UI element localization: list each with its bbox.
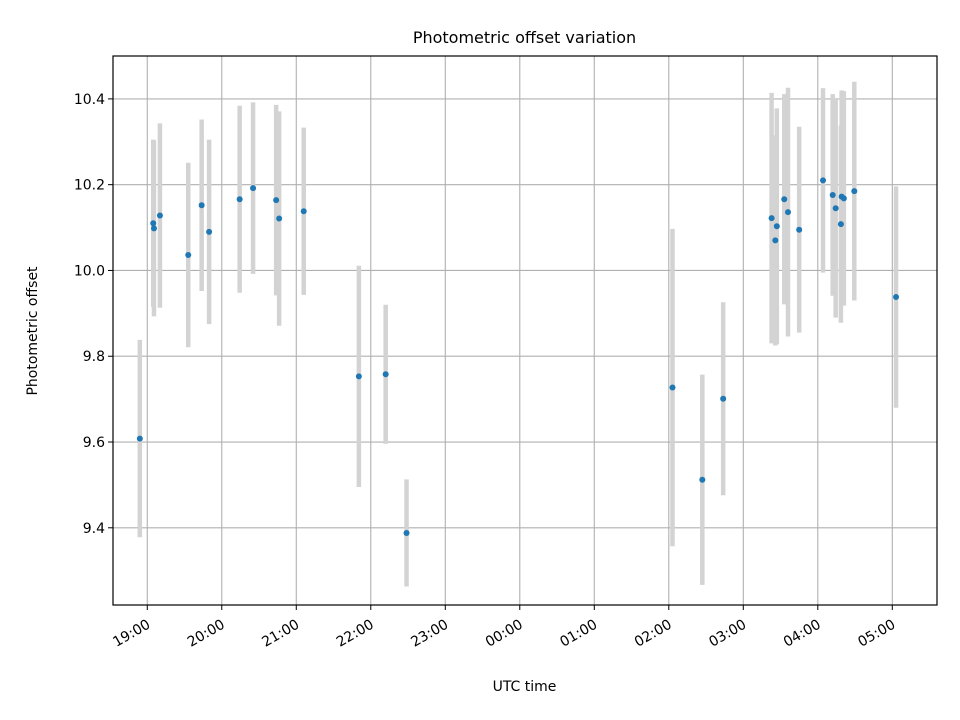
data-point — [403, 529, 410, 536]
data-point — [300, 208, 307, 215]
y-tick-label: 9.4 — [83, 521, 105, 537]
data-point — [699, 476, 706, 483]
data-point — [720, 395, 727, 402]
y-tick-label: 10.2 — [74, 178, 105, 194]
data-point — [669, 384, 676, 391]
data-point — [829, 191, 836, 198]
data-point — [382, 371, 389, 378]
data-point — [832, 205, 839, 212]
chart-title: Photometric offset variation — [413, 28, 636, 47]
y-axis-ticks: 9.4 9.6 9.8 10.0 10.2 10.4 — [74, 92, 113, 537]
data-point — [250, 185, 257, 192]
data-point — [156, 212, 163, 219]
data-point — [851, 188, 858, 195]
y-tick-label: 10.4 — [74, 92, 105, 108]
data-point — [150, 220, 157, 227]
data-point — [198, 202, 205, 209]
data-point — [768, 215, 775, 222]
data-point — [772, 237, 779, 244]
data-point — [893, 294, 900, 301]
data-point — [781, 196, 788, 203]
y-tick-label: 9.8 — [83, 349, 105, 365]
data-point — [273, 197, 280, 204]
data-point — [796, 226, 803, 233]
data-points — [136, 177, 900, 536]
data-point — [840, 195, 847, 202]
y-tick-label: 9.6 — [83, 435, 105, 451]
data-point — [150, 225, 157, 232]
grid-lines — [113, 56, 937, 605]
x-axis-label: UTC time — [493, 679, 557, 695]
data-point — [136, 435, 143, 442]
data-point — [784, 209, 791, 216]
y-axis-label: Photometric offset — [25, 266, 41, 396]
data-point — [236, 196, 243, 203]
data-point — [355, 373, 362, 380]
y-tick-label: 10.0 — [74, 263, 105, 279]
data-point — [276, 215, 283, 222]
data-point — [837, 221, 844, 228]
plot-frame — [112, 55, 938, 606]
data-point — [185, 252, 192, 259]
data-point — [206, 228, 213, 235]
data-point — [773, 223, 780, 230]
data-point — [820, 177, 827, 184]
